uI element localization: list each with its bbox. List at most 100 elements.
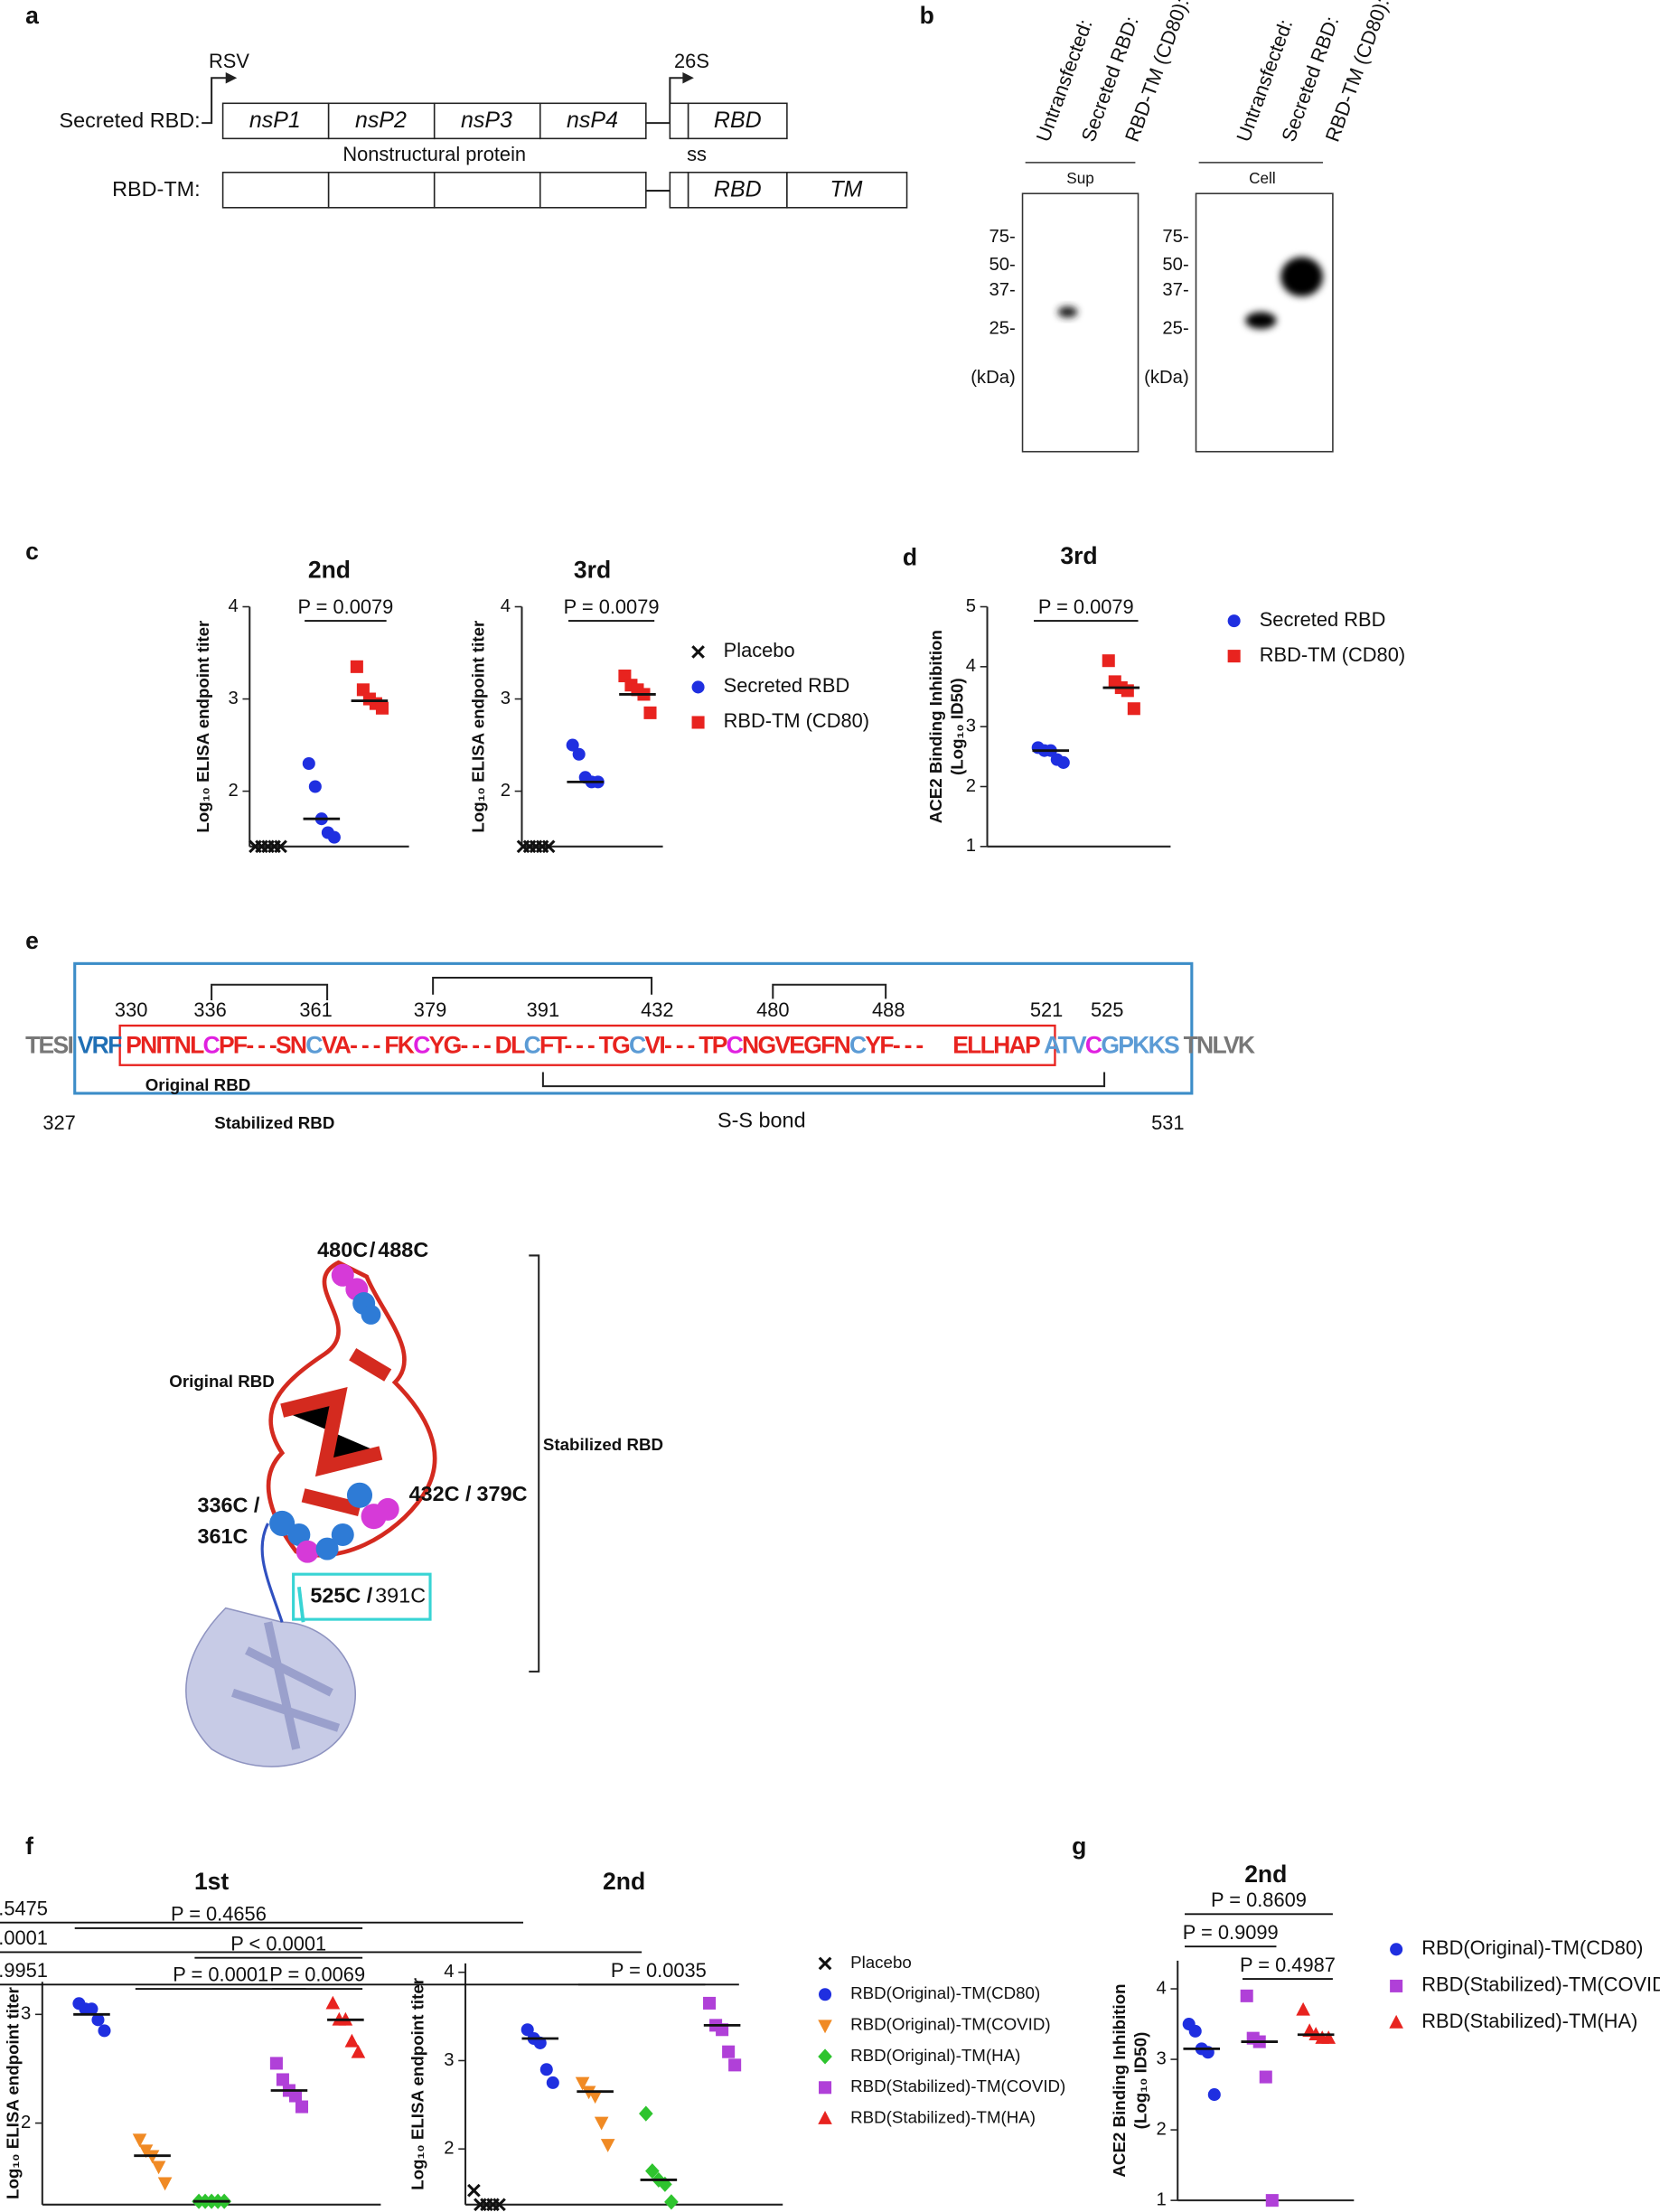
point	[1390, 1979, 1403, 1992]
point	[1127, 702, 1140, 716]
y-tick-label: 5	[966, 596, 976, 616]
unit-label: (kDa)	[1144, 368, 1189, 388]
legend-label: Secreted RBD	[1260, 608, 1386, 631]
sequence-segment: NGVEGFN	[742, 1031, 851, 1058]
point	[1207, 2088, 1221, 2102]
point	[325, 1995, 341, 2010]
point	[132, 2133, 147, 2148]
structure-label: /	[367, 1583, 373, 1607]
y-tick-label: 2	[444, 2139, 454, 2159]
sequence-segment: C	[203, 1031, 220, 1058]
sequence-segment: VRF	[78, 1031, 127, 1058]
marker-label: 50-	[989, 255, 1015, 275]
p-value: P < 0.0001	[230, 1932, 326, 1954]
marker-label: 75-	[989, 227, 1015, 247]
point	[467, 2183, 481, 2198]
note: ss	[687, 143, 707, 165]
structure-label: 391C	[375, 1583, 426, 1607]
p-value: P = 0.0035	[611, 1959, 707, 1982]
y-tick-label: 4	[966, 656, 976, 676]
seq-label: Original RBD	[145, 1075, 250, 1094]
point	[1389, 2014, 1403, 2029]
chart-title: 2nd	[603, 1868, 645, 1895]
point	[1240, 1989, 1253, 2002]
point	[691, 716, 705, 729]
box-label: nsP2	[355, 108, 407, 133]
point	[587, 2090, 603, 2104]
helices	[280, 1347, 392, 1516]
note: Nonstructural protein	[342, 143, 526, 165]
y-tick-label: 4	[444, 1962, 454, 1982]
strands	[231, 1621, 341, 1750]
box	[221, 172, 330, 209]
structure-label: /	[370, 1238, 376, 1261]
sequence-segment: TNLVK	[1184, 1031, 1255, 1058]
marker-label: 75-	[1162, 227, 1188, 247]
chart-title: 2nd	[308, 556, 351, 583]
point	[703, 1996, 717, 2010]
point	[1056, 755, 1070, 769]
structure-label: Stabilized RBD	[543, 1435, 663, 1454]
residue-number: 432	[641, 998, 673, 1021]
promoter-arrow	[202, 77, 230, 125]
residue-number: 379	[414, 998, 446, 1021]
point	[98, 2024, 111, 2038]
sequence-segment: C	[849, 1031, 867, 1058]
y-axis-label: Log₁₀ ELISA endpoint titer	[408, 1978, 427, 2190]
structure-label: Original RBD	[169, 1372, 274, 1391]
point	[539, 2063, 553, 2076]
y-axis-label: Log₁₀ ELISA endpoint titer	[4, 1987, 23, 2199]
p-value: P = 0.0079	[297, 595, 393, 618]
group-label: Sup	[1066, 169, 1094, 187]
point	[302, 756, 315, 771]
point	[572, 747, 586, 761]
point	[819, 1988, 832, 2001]
arrow-head	[682, 71, 694, 84]
panel-label: e	[25, 927, 39, 954]
structure-label: 432C	[409, 1482, 460, 1505]
panel-label: d	[903, 543, 917, 570]
y-axis-label: ACE2 Binding Inhibition	[1110, 1983, 1129, 2177]
residue-number: 521	[1030, 998, 1063, 1021]
box	[687, 172, 788, 209]
p-value: P = 0.8609	[1211, 1889, 1307, 1911]
box	[433, 172, 541, 209]
point	[308, 780, 322, 793]
p-value: P = 0.4987	[1240, 1954, 1336, 1976]
p-value: P = 0.0079	[1038, 595, 1134, 618]
y-tick-label: 2	[501, 781, 511, 801]
y-axis-label: Log₁₀ ELISA endpoint titer	[469, 621, 488, 833]
point	[288, 2089, 302, 2103]
marker-label: 25-	[989, 318, 1015, 338]
point	[546, 2076, 559, 2089]
point	[594, 2116, 609, 2131]
panel-label: g	[1072, 1832, 1086, 1860]
domain	[185, 1607, 357, 1767]
legend-label: Placebo	[724, 639, 795, 661]
group-label: Cell	[1249, 169, 1276, 187]
point	[1227, 650, 1241, 663]
point	[818, 2020, 832, 2034]
residue-number: 525	[1091, 998, 1123, 1021]
marker-label: 37-	[989, 280, 1015, 300]
point	[1296, 2001, 1310, 2016]
box	[327, 172, 436, 209]
box	[539, 102, 647, 140]
legend-label: RBD(Stabilized)-TM(COVID)	[850, 2076, 1065, 2095]
point	[639, 2105, 653, 2122]
y-tick-label: 1	[966, 836, 976, 856]
marker-label: 50-	[1162, 255, 1188, 275]
point	[1188, 2024, 1202, 2038]
point	[350, 660, 363, 673]
y-tick-label: 3	[228, 689, 238, 708]
box-label: nsP1	[249, 108, 301, 133]
point	[818, 1956, 832, 1971]
sequence-segment: ATV	[1044, 1031, 1087, 1058]
marker-label: 25-	[1162, 318, 1188, 338]
y-tick-label: 3	[21, 2004, 31, 2024]
y-tick-label: 4	[228, 596, 238, 616]
point	[1259, 2070, 1272, 2084]
legend-label: Secreted RBD	[724, 674, 850, 697]
row-label: RBD-TM:	[112, 177, 201, 201]
sequence-segment: C	[629, 1031, 646, 1058]
